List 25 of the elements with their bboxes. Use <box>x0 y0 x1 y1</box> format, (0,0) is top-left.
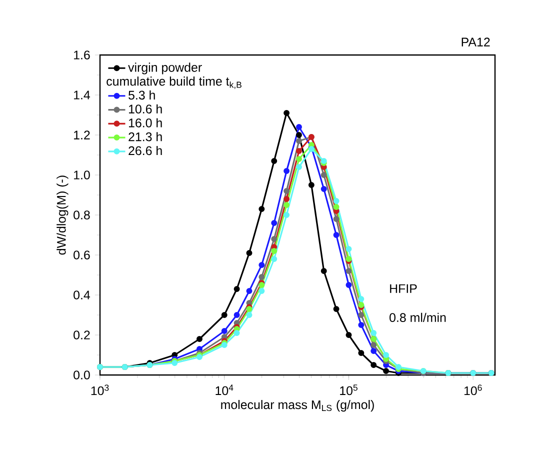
x-tick-label: 10$^{5}$ <box>340 384 358 396</box>
y-tick-label: 1.0 <box>74 170 90 180</box>
annotation: cumulative build time t$_{k,B}$ <box>106 76 242 89</box>
y-axis-title: dW/dlog(M) (-) <box>56 176 68 255</box>
y-tick-label: 0.0 <box>74 370 90 380</box>
x-tick-label: 10$^{3}$ <box>91 384 109 396</box>
y-tick-label: 1.4 <box>74 90 90 100</box>
y-tick-label: 1.6 <box>74 50 90 60</box>
x-tick-label: 10$^{4}$ <box>216 384 234 396</box>
y-tick-label: 0.4 <box>74 290 90 300</box>
legend-label: 16.0 h <box>128 118 162 128</box>
legend-label: 26.6 h <box>128 146 162 156</box>
y-tick-label: 1.2 <box>74 130 90 140</box>
x-axis-title: molecular mass M$_{LS}$ (g/mol) <box>221 400 374 412</box>
annotation: 0.8 ml/min <box>390 312 446 322</box>
annotation: HFIP <box>390 284 417 293</box>
y-tick-label: 0.8 <box>74 210 90 220</box>
y-tick-label: 0.2 <box>74 330 90 340</box>
y-tick-label: 0.6 <box>74 250 90 260</box>
legend-label: 10.6 h <box>128 104 162 114</box>
legend-label: virgin powder <box>128 62 202 74</box>
chart-title: PA12 <box>462 38 490 46</box>
legend-label: 5.3 h <box>128 90 155 100</box>
legend-label: 21.3 h <box>128 132 162 142</box>
x-tick-label: 10$^{6}$ <box>464 384 482 396</box>
